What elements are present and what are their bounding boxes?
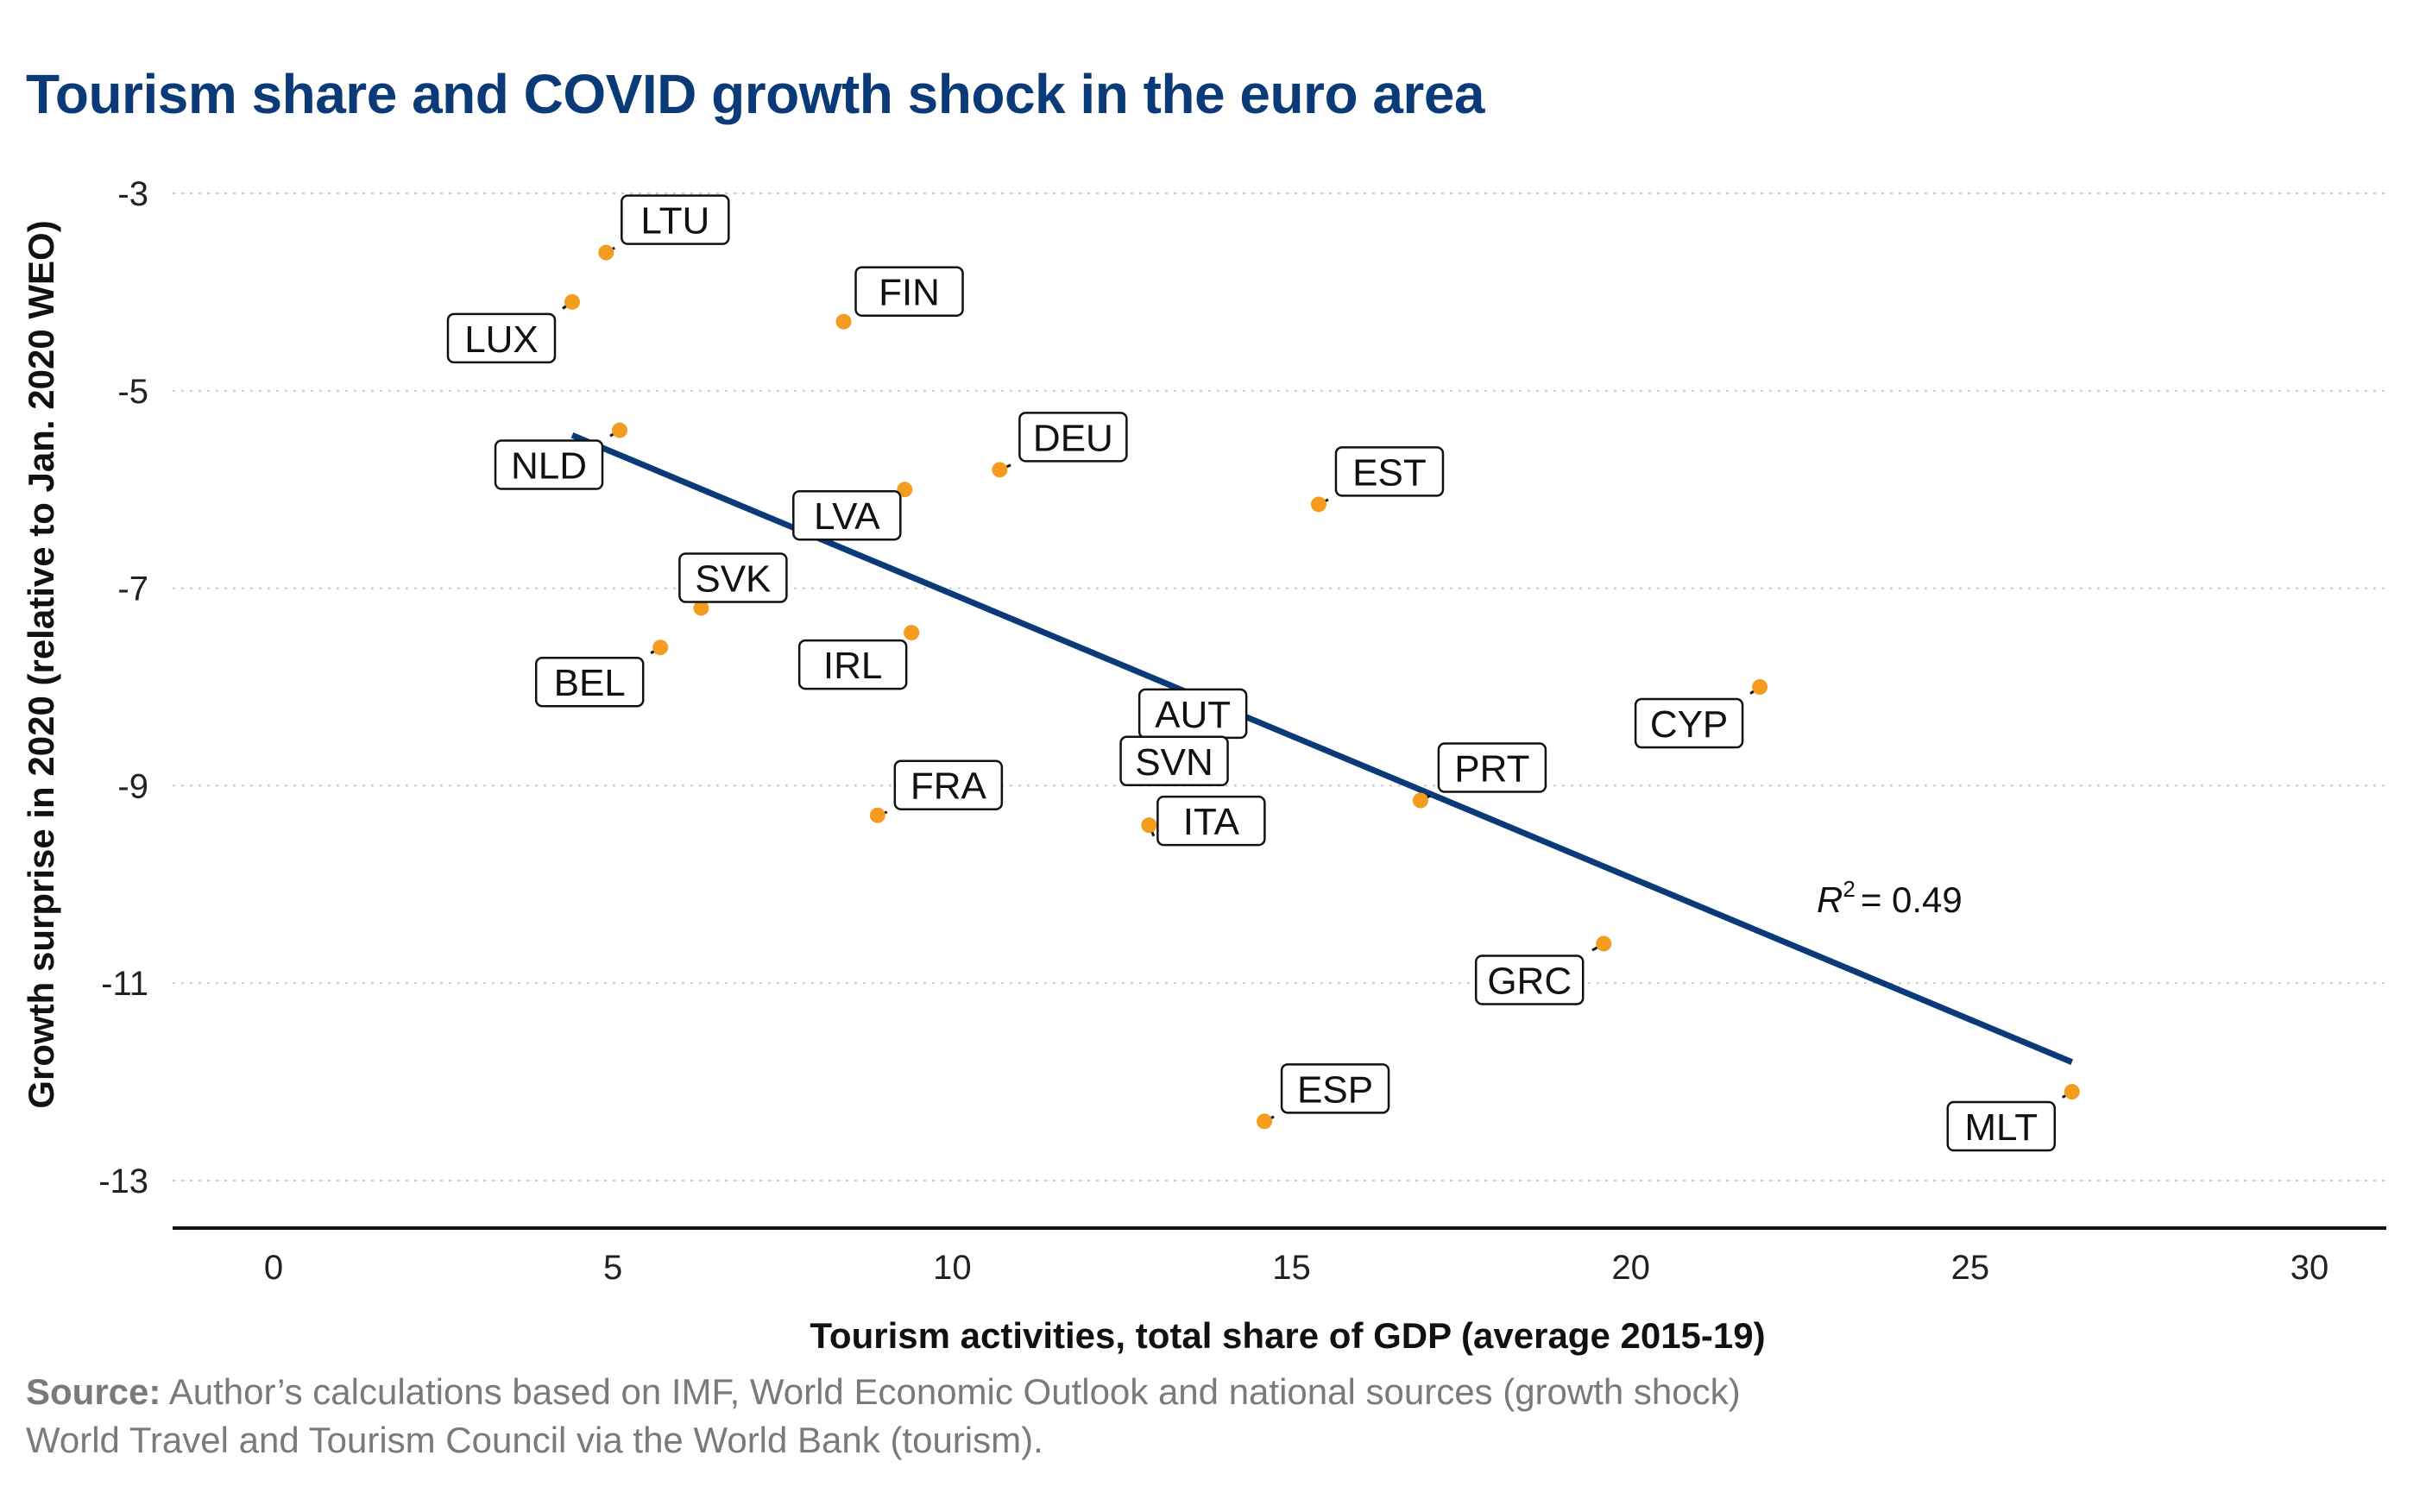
point-label: GRC (1487, 960, 1572, 1002)
point-label: FRA (911, 765, 987, 808)
point-label-box (797, 639, 908, 690)
data-point (652, 639, 669, 656)
leader-lines (562, 246, 2073, 1123)
data-point (1752, 679, 1768, 695)
point-label: NLD (511, 445, 587, 488)
point-label-box (1280, 1063, 1390, 1114)
point-label-box (1474, 954, 1585, 1005)
point-label-box (792, 489, 902, 541)
point-label: DEU (1033, 417, 1113, 459)
point-label: PRT (1454, 748, 1529, 791)
data-point (598, 244, 614, 261)
point-label-box (446, 312, 557, 364)
point-label-box (678, 552, 788, 603)
point-label-box (893, 759, 1004, 810)
point-label: LTU (640, 200, 709, 243)
data-point (1257, 1113, 1273, 1130)
x-tick-label: 0 (264, 1249, 283, 1287)
source-line-1: Source: Author’s calculations based on I… (26, 1368, 1741, 1416)
data-point (2064, 1084, 2080, 1100)
x-axis-ticks: 0 5 10 15 20 25 30 (264, 1249, 2328, 1287)
data-point (869, 807, 885, 823)
point-label: MLT (1964, 1106, 2038, 1149)
point-label-box (534, 656, 645, 708)
y-tick-label: -3 (117, 175, 148, 213)
data-point (612, 422, 628, 438)
source-label: Source: (26, 1371, 161, 1412)
r-squared-symbol: R (1817, 879, 1843, 920)
point-label: EST (1352, 451, 1427, 494)
x-tick-label: 25 (1951, 1249, 1990, 1287)
point-label: SVK (695, 558, 771, 600)
point-label: BEL (554, 662, 626, 704)
data-point (897, 482, 913, 498)
data-points (564, 244, 2080, 1130)
source-note: Source: Author’s calculations based on I… (26, 1368, 1741, 1465)
point-label: ESP (1297, 1068, 1373, 1111)
r-squared-value: = 0.49 (1861, 879, 1963, 920)
point-label-box (1437, 742, 1547, 793)
y-tick-label: -13 (98, 1162, 148, 1200)
point-label-box (621, 194, 730, 245)
data-point (564, 293, 580, 310)
point-label-box (1334, 446, 1445, 497)
point-label-box (1946, 1100, 2057, 1152)
point-label-box (1634, 697, 1744, 749)
point-label-box (1156, 795, 1266, 847)
r-squared-annotation: R2 = 0.49 (1817, 876, 1963, 920)
data-point (1141, 817, 1157, 834)
source-text-2: World Travel and Tourism Council via the… (26, 1420, 1043, 1460)
data-point (904, 625, 920, 641)
point-label: IRL (823, 645, 882, 687)
x-tick-label: 10 (933, 1249, 972, 1287)
point-label-box (1018, 412, 1128, 463)
y-tick-label: -9 (117, 767, 148, 805)
chart-title: Tourism share and COVID growth shock in … (26, 63, 1485, 125)
x-axis-title: Tourism activities, total share of GDP (… (810, 1315, 1765, 1356)
data-point (992, 462, 1008, 478)
data-point (1596, 936, 1612, 952)
point-label-box (854, 266, 964, 317)
y-axis-ticks: -3 -5 -7 -9 -11 -13 (98, 175, 148, 1200)
data-point (835, 313, 852, 330)
point-label: FIN (879, 272, 940, 314)
point-label: ITA (1183, 801, 1240, 843)
source-text-1: Author’s calculations based on IMF, Worl… (161, 1371, 1741, 1412)
point-label: LUX (464, 318, 539, 361)
r-squared-exponent: 2 (1843, 876, 1855, 902)
point-label: AUT (1155, 694, 1231, 736)
point-label-box (494, 439, 604, 490)
x-tick-label: 5 (603, 1249, 622, 1287)
x-tick-label: 15 (1272, 1249, 1311, 1287)
y-tick-label: -5 (117, 373, 148, 411)
x-tick-label: 20 (1611, 1249, 1650, 1287)
scatter-plot: -3 -5 -7 -9 -11 -13 0 5 10 15 20 25 30 Tourism acti… (21, 175, 2386, 1356)
data-point (693, 600, 709, 616)
x-tick-label: 30 (2291, 1249, 2329, 1287)
data-point (1310, 496, 1326, 513)
point-label: CYP (1650, 703, 1728, 746)
point-label: SVN (1135, 741, 1213, 784)
data-point (1412, 792, 1428, 809)
y-tick-label: -7 (117, 570, 148, 608)
y-tick-label: -11 (101, 965, 148, 1003)
gridlines (173, 192, 2386, 1181)
point-labels: LTU LUX FIN NLD DEU LVA EST SVK BEL IRL AUT SVN CYP P… (446, 194, 2057, 1152)
y-axis-title: Growth surprise in 2020 (relative to Jan… (21, 220, 61, 1108)
point-label-box (1119, 735, 1229, 787)
point-label: LVA (814, 495, 880, 538)
